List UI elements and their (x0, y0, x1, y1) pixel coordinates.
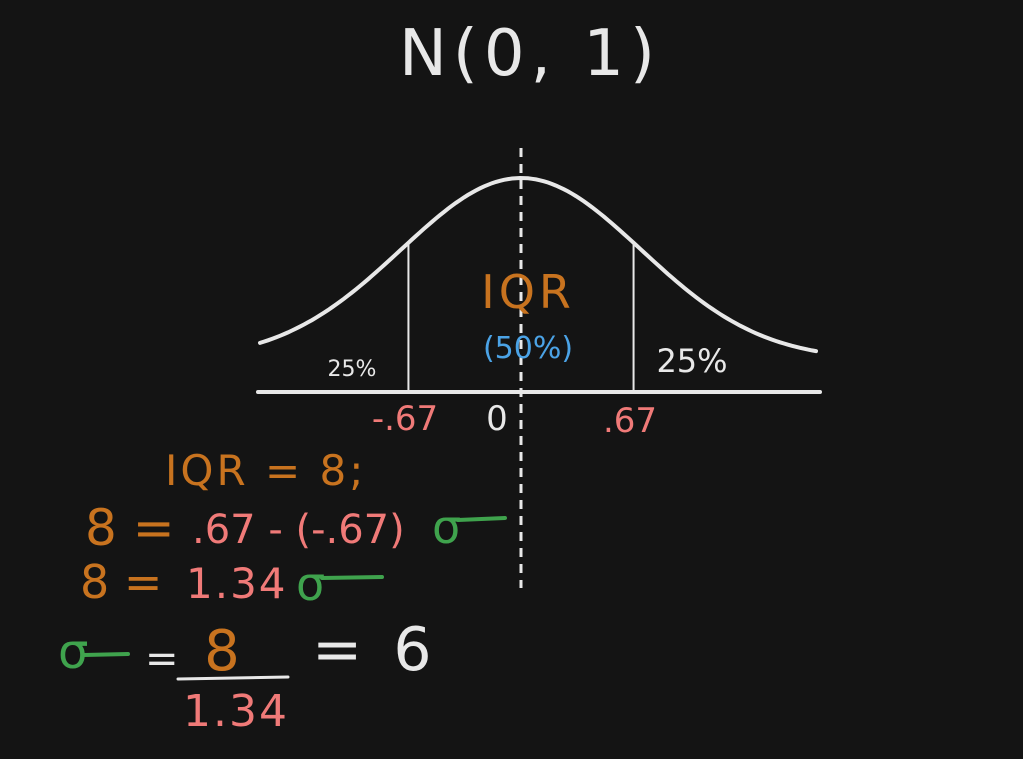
title: N(0, 1) (399, 17, 661, 91)
bell-curve (258, 175, 818, 354)
right-tail-label: 25% (656, 342, 727, 380)
tick-label-zero: 0 (486, 399, 508, 439)
work-line-2-mid: .67 - (-.67) (192, 507, 405, 553)
work-line-1: IQR = 8; (165, 446, 366, 495)
final-denominator: 1.34 (183, 686, 289, 737)
work-line-3-left: 8 = (80, 555, 162, 609)
work-line-2-left: 8 = (85, 499, 175, 557)
final-result: = 6 (312, 615, 438, 685)
work-line-2-sigma: σ (432, 500, 461, 554)
iqr-label: IQR (481, 265, 575, 319)
fraction-bar (176, 675, 290, 681)
final-equals: = (145, 636, 179, 682)
final-sigma: σ (58, 624, 88, 680)
iqr-share-label: (50%) (483, 331, 573, 366)
work-line-3-sigma: σ (296, 557, 325, 611)
work-line-3-mid: 1.34 (186, 559, 288, 608)
left-tail-label: 25% (328, 357, 377, 382)
sigma-tail-3 (320, 575, 384, 580)
tick-label-pos: .67 (603, 401, 657, 441)
final-numerator: 8 (204, 619, 240, 684)
sigma-tail-2 (456, 516, 507, 522)
sigma-tail-final (82, 652, 130, 657)
tick-label-neg: -.67 (372, 399, 438, 439)
